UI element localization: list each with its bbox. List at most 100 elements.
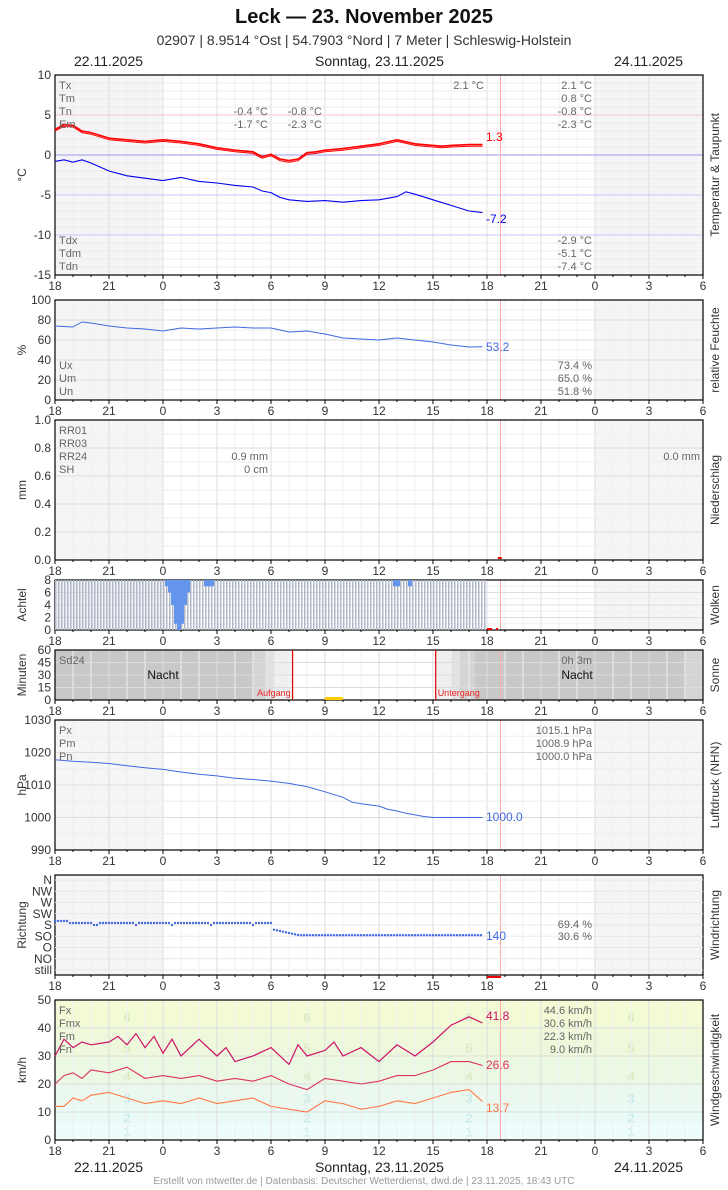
y-axis-label: mm <box>15 480 29 500</box>
x-tick-label: 0 <box>160 854 167 868</box>
x-tick-label: 6 <box>268 279 275 293</box>
x-tick-label: 0 <box>592 564 599 578</box>
y-tick-label: 4 <box>44 598 51 612</box>
x-tick-label: 21 <box>534 979 548 993</box>
x-tick-label: 6 <box>700 854 707 868</box>
x-tick-label: 0 <box>160 279 167 293</box>
x-tick-label: 0 <box>592 1144 599 1158</box>
y-tick-label: O <box>43 941 52 955</box>
x-tick-label: 6 <box>700 279 707 293</box>
x-tick-label: 6 <box>700 404 707 418</box>
x-tick-label: 15 <box>426 404 440 418</box>
x-tick-label: 21 <box>534 279 548 293</box>
x-tick-label: 0 <box>592 704 599 718</box>
panel-title: Niederschlag <box>708 455 722 525</box>
wind-speed-chart: 6543216543216543216543215040302010018210… <box>15 993 722 1158</box>
x-tick-label: 3 <box>646 634 653 648</box>
x-tick-label: 21 <box>534 404 548 418</box>
sunshine-bar <box>325 697 343 700</box>
y-tick-label: 1010 <box>24 778 51 792</box>
annotation: -7.4 °C <box>558 261 592 273</box>
y-tick-label: -10 <box>34 228 52 242</box>
annotation: 22.3 km/h <box>544 1031 592 1043</box>
x-tick-label: 9 <box>322 564 329 578</box>
date-center: Sonntag, 23.11.2025 <box>315 53 444 69</box>
series-line <box>54 1016 483 1066</box>
annotation: Tdx <box>59 235 78 247</box>
annotation: 30.6 km/h <box>544 1018 592 1030</box>
annotation: RR03 <box>59 438 87 450</box>
panel-title: Wolken <box>708 585 722 625</box>
x-tick-label: 9 <box>322 404 329 418</box>
last-fm-value: 26.6 <box>486 1058 510 1072</box>
last-humidity-value: 53.2 <box>486 340 510 354</box>
y-axis-label: % <box>15 344 29 355</box>
y-axis-label: Richtung <box>15 901 29 948</box>
annotation: 9.0 km/h <box>550 1044 592 1056</box>
x-tick-label: 18 <box>480 634 494 648</box>
series-line <box>54 125 483 163</box>
x-tick-label: 3 <box>214 1144 221 1158</box>
y-tick-label: 0.6 <box>34 469 51 483</box>
annotation: Tdm <box>59 248 81 260</box>
x-tick-label: 0 <box>592 979 599 993</box>
x-tick-label: 6 <box>700 564 707 578</box>
last-direction-value: 140 <box>486 929 506 943</box>
x-tick-label: 21 <box>102 279 116 293</box>
last-fx-value: 41.8 <box>486 1009 510 1023</box>
y-tick-label: 1000 <box>24 811 51 825</box>
last-pressure-value: 1000.0 <box>486 810 523 824</box>
annotation: Fm <box>59 1031 75 1043</box>
x-tick-label: 18 <box>48 1144 62 1158</box>
annotation: Em <box>59 119 76 131</box>
annotation: 2.1 °C <box>561 80 592 92</box>
annotation: RR01 <box>59 425 87 437</box>
x-tick-label: 21 <box>102 979 116 993</box>
x-tick-label: 18 <box>480 704 494 718</box>
panel-title: Luftdruck (NHN) <box>708 742 722 829</box>
annotation: -0.4 °C <box>234 106 268 118</box>
series-line <box>55 1089 483 1113</box>
x-tick-label: 21 <box>102 854 116 868</box>
x-tick-label: 6 <box>268 854 275 868</box>
precip-marker <box>497 557 502 559</box>
x-tick-label: 3 <box>646 1144 653 1158</box>
y-tick-label: still <box>35 963 52 977</box>
annotation: -2.3 °C <box>288 119 322 131</box>
y-tick-label: 60 <box>38 333 52 347</box>
wind-direction-chart: 18 21 0 3 6 9 12 15 18 21 0 3 6 Richtung Windrichtung N… <box>15 873 722 993</box>
x-tick-label: 0 <box>592 854 599 868</box>
x-tick-label: 0 <box>160 704 167 718</box>
y-tick-label: 40 <box>38 1021 52 1035</box>
x-tick-label: 18 <box>480 564 494 578</box>
x-tick-label: 3 <box>646 979 653 993</box>
y-tick-label: 50 <box>38 993 52 1007</box>
annotation: 1015.1 hPa <box>536 725 593 737</box>
series-line <box>54 123 483 162</box>
x-tick-label: 18 <box>480 854 494 868</box>
x-tick-label: 3 <box>214 979 221 993</box>
x-tick-label: 15 <box>426 1144 440 1158</box>
annotation: 1008.9 hPa <box>536 738 593 750</box>
y-tick-label: 5 <box>44 108 51 122</box>
precipitation-chart: 1.00.80.60.40.20.018 21 0 3 6 9 12 15 18 21 0 3 6mm N… <box>15 413 722 578</box>
y-tick-label: 0 <box>44 623 51 637</box>
y-tick-label: 0.0 <box>34 553 51 567</box>
annotation: -0.8 °C <box>288 106 322 118</box>
annotation: Px <box>59 725 72 737</box>
x-tick-label: 18 <box>48 564 62 578</box>
annotation: 0h 3m <box>561 655 592 667</box>
x-tick-label: 21 <box>534 1144 548 1158</box>
annotation: 69.4 % <box>558 919 592 931</box>
annotation: 0.0 mm <box>663 451 700 463</box>
annotation: Um <box>59 373 76 385</box>
series-line <box>54 159 483 214</box>
annotation: 2.1 °C <box>453 80 484 92</box>
date-row-bottom: 22.11.2025 Sonntag, 23.11.2025 24.11.202… <box>0 1159 728 1177</box>
annotation: 73.4 % <box>558 360 592 372</box>
x-tick-label: 15 <box>426 854 440 868</box>
series-line <box>54 759 483 818</box>
x-tick-label: 21 <box>102 564 116 578</box>
